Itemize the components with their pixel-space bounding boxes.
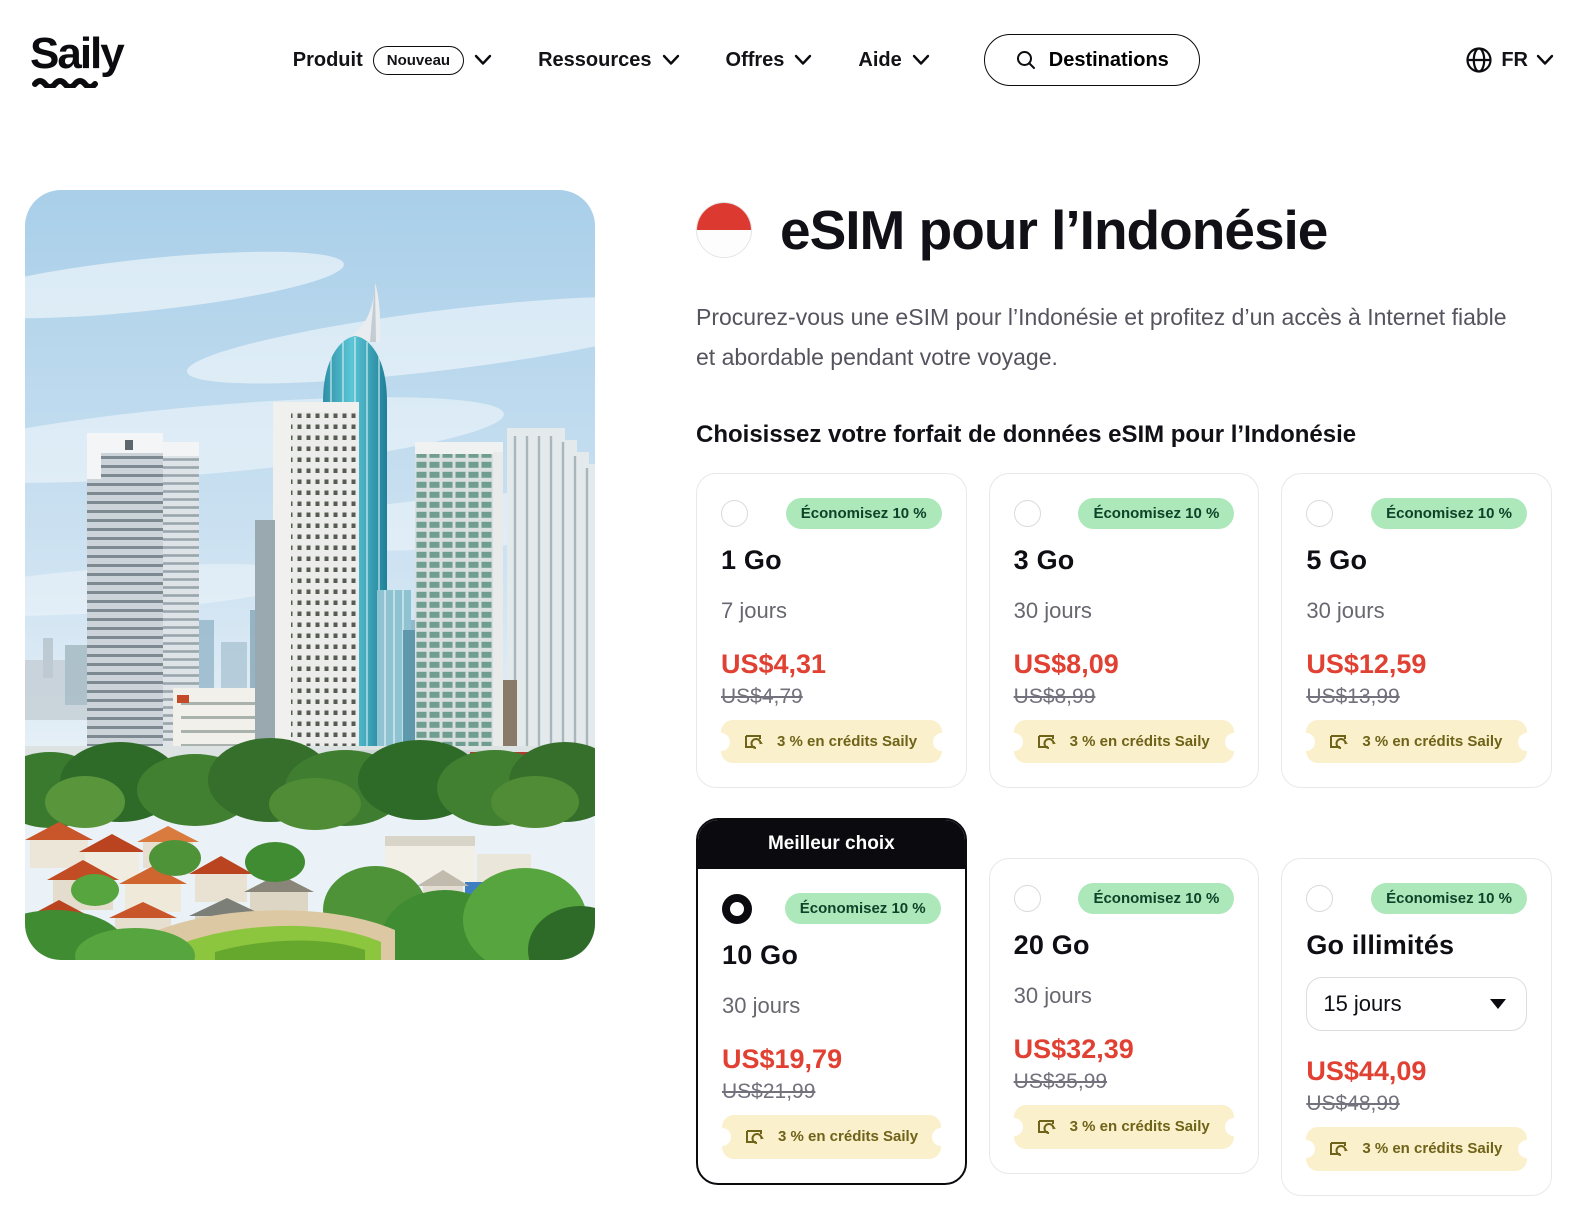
plan-data-amount: Go illimités [1306, 930, 1455, 961]
nav-produit-label: Produit [292, 48, 363, 71]
plan-price: US$32,39 [1013, 1034, 1134, 1065]
nav-produit[interactable]: Produit Nouveau [292, 45, 492, 75]
plan-radio-selected[interactable] [722, 893, 752, 924]
nav-offres[interactable]: Offres [726, 49, 813, 72]
saily-credit-banner: 3 % en crédits Saily [722, 1115, 941, 1159]
plan-radio[interactable] [1013, 885, 1041, 913]
indonesia-flag-icon [696, 202, 752, 258]
wallet-cashback-icon [1036, 732, 1060, 752]
plan-card-unlimited[interactable]: Économisez 10 % Go illimités 15 jours US… [1281, 858, 1552, 1196]
plan-card-3go[interactable]: Économisez 10 % 3 Go 30 jours US$8,09 US… [988, 473, 1260, 789]
plan-data-amount: 1 Go [721, 545, 782, 576]
chevron-down-icon [662, 54, 679, 65]
plan-price: US$44,09 [1306, 1056, 1427, 1087]
save-badge: Économisez 10 % [1371, 498, 1527, 530]
plan-duration: 30 jours [1013, 598, 1092, 624]
plan-radio[interactable] [721, 500, 748, 528]
plan-duration: 7 jours [721, 598, 788, 624]
plan-price: US$4,31 [721, 649, 827, 680]
wallet-cashback-icon [1328, 1139, 1352, 1159]
plan-data-amount: 5 Go [1306, 545, 1368, 576]
nav-aide[interactable]: Aide [858, 49, 929, 72]
plan-duration: 30 jours [1306, 598, 1385, 624]
duration-dropdown[interactable]: 15 jours [1306, 977, 1527, 1032]
chevron-down-icon [912, 54, 929, 65]
plan-data-amount: 20 Go [1013, 930, 1090, 961]
plan-price: US$19,79 [722, 1044, 843, 1075]
save-badge: Économisez 10 % [1078, 498, 1235, 530]
wallet-cashback-icon [1036, 1117, 1060, 1137]
plans-grid: Économisez 10 % 1 Go 7 jours US$4,31 US$… [696, 473, 1552, 1196]
nav-ressources[interactable]: Ressources [538, 49, 679, 72]
plans-heading: Choisissez votre forfait de données eSIM… [696, 421, 1357, 449]
saily-logo[interactable]: Saily [30, 29, 125, 88]
credit-label: 3 % en crédits Saily [778, 1128, 919, 1146]
dropdown-caret-icon [1489, 999, 1506, 1010]
plan-old-price: US$35,99 [1013, 1070, 1108, 1094]
credit-label: 3 % en crédits Saily [1069, 733, 1210, 751]
plans-section: eSIM pour l’Indonésie Procurez-vous une … [696, 190, 1552, 1196]
plan-duration: 30 jours [1013, 983, 1092, 1009]
save-badge: Économisez 10 % [1371, 883, 1527, 915]
save-badge: Économisez 10 % [1078, 883, 1235, 915]
destinations-label: Destinations [1048, 48, 1169, 71]
plan-card-1go[interactable]: Économisez 10 % 1 Go 7 jours US$4,31 US$… [696, 473, 967, 789]
plan-radio[interactable] [1013, 500, 1041, 528]
plan-radio[interactable] [1306, 500, 1334, 528]
plan-old-price: US$21,99 [722, 1080, 816, 1104]
wallet-cashback-icon [743, 732, 767, 752]
plan-card-5go[interactable]: Économisez 10 % 5 Go 30 jours US$12,59 U… [1281, 473, 1552, 789]
plan-radio[interactable] [1306, 885, 1334, 913]
credit-label: 3 % en crédits Saily [1362, 733, 1503, 751]
globe-icon [1466, 47, 1492, 73]
language-label: FR [1501, 48, 1528, 71]
destinations-search-button[interactable]: Destinations [983, 34, 1200, 86]
credit-label: 3 % en crédits Saily [777, 733, 918, 751]
duration-dropdown-value: 15 jours [1323, 991, 1402, 1017]
wallet-cashback-icon [744, 1127, 768, 1147]
plan-duration: 30 jours [722, 993, 801, 1019]
best-choice-banner: Meilleur choix [698, 820, 965, 870]
plan-data-amount: 10 Go [722, 940, 799, 971]
saily-credit-banner: 3 % en crédits Saily [1306, 720, 1527, 764]
saily-credit-banner: 3 % en crédits Saily [1013, 720, 1235, 764]
plan-old-price: US$8,99 [1013, 685, 1096, 709]
saily-credit-banner: 3 % en crédits Saily [721, 720, 942, 764]
header: Saily Produit Nouveau Ressources Offres … [0, 0, 1584, 120]
destination-photo-indonesia [25, 190, 595, 960]
chevron-down-icon [474, 54, 492, 65]
plan-price: US$12,59 [1306, 649, 1427, 680]
plan-card-10go-best-choice[interactable]: Meilleur choix Économisez 10 % 10 Go 30 … [696, 818, 967, 1185]
wallet-cashback-icon [1328, 732, 1352, 752]
page-subtitle: Procurez-vous une eSIM pour l’Indonésie … [696, 304, 1507, 370]
save-badge: Économisez 10 % [784, 893, 941, 925]
language-selector[interactable]: FR [1465, 46, 1554, 74]
plan-old-price: US$4,79 [721, 685, 803, 709]
credit-label: 3 % en crédits Saily [1362, 1140, 1503, 1158]
search-icon [1016, 51, 1035, 69]
main-nav: Produit Nouveau Ressources Offres Aide [292, 45, 930, 75]
plan-price: US$8,09 [1013, 649, 1119, 680]
plan-old-price: US$48,99 [1306, 1092, 1400, 1116]
main-content: eSIM pour l’Indonésie Procurez-vous une … [0, 120, 1584, 1196]
nav-aide-label: Aide [858, 48, 902, 71]
saily-credit-banner: 3 % en crédits Saily [1306, 1127, 1527, 1171]
plan-data-amount: 3 Go [1013, 545, 1075, 576]
nav-offres-label: Offres [725, 48, 785, 71]
chevron-down-icon [1536, 54, 1554, 65]
page-title: eSIM pour l’Indonésie [780, 199, 1328, 261]
nouveau-badge: Nouveau [372, 45, 465, 75]
logo-wave-icon [32, 78, 98, 88]
nav-ressources-label: Ressources [538, 48, 652, 71]
credit-label: 3 % en crédits Saily [1069, 1118, 1210, 1136]
plan-card-20go[interactable]: Économisez 10 % 20 Go 30 jours US$32,39 … [988, 858, 1260, 1174]
saily-credit-banner: 3 % en crédits Saily [1013, 1105, 1235, 1149]
save-badge: Économisez 10 % [785, 498, 942, 530]
logo-text: Saily [30, 29, 125, 78]
plan-old-price: US$13,99 [1306, 685, 1400, 709]
chevron-down-icon [795, 54, 812, 65]
